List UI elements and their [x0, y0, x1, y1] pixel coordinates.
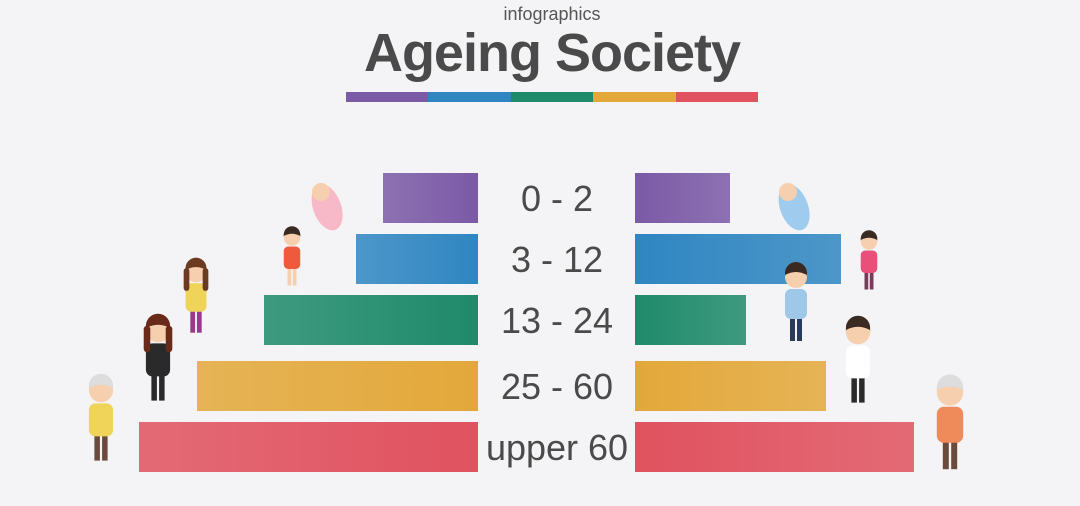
- title-bar-segment: [675, 92, 759, 102]
- bar-left-1: [356, 234, 478, 284]
- category-label: 25 - 60: [501, 366, 613, 407]
- bar-right-1: [635, 234, 841, 284]
- bar-left-4: [139, 422, 478, 472]
- elderly-man-icon: [936, 374, 964, 470]
- title-bar-segment: [428, 92, 511, 102]
- teen-girl-icon: [183, 257, 209, 333]
- category-label: 0 - 2: [521, 178, 593, 219]
- bar-right-0: [635, 173, 730, 223]
- page-title: Ageing Society: [363, 23, 741, 83]
- bar-left-2: [264, 295, 478, 345]
- woman-icon: [143, 313, 173, 401]
- bar-left-0: [383, 173, 478, 223]
- bar-right-2: [635, 295, 746, 345]
- boy-child-icon: [860, 230, 878, 290]
- bar-left-3: [197, 361, 478, 411]
- category-label: 13 - 24: [501, 300, 613, 341]
- title-color-bar: [346, 92, 759, 102]
- baby-boy-icon: [778, 183, 810, 231]
- bar-right-4: [635, 422, 914, 472]
- elderly-woman-icon: [88, 373, 114, 461]
- title-bar-segment: [593, 92, 676, 102]
- category-label: upper 60: [486, 427, 628, 468]
- title-bar-segment: [346, 92, 429, 102]
- girl-child-icon: [283, 226, 301, 286]
- bar-right-3: [635, 361, 826, 411]
- subtitle: infographics: [503, 4, 601, 24]
- teen-boy-icon: [785, 262, 807, 341]
- title-bar-segment: [510, 92, 594, 102]
- baby-girl-icon: [311, 183, 343, 231]
- category-label: 3 - 12: [511, 239, 603, 280]
- man-icon: [845, 315, 871, 403]
